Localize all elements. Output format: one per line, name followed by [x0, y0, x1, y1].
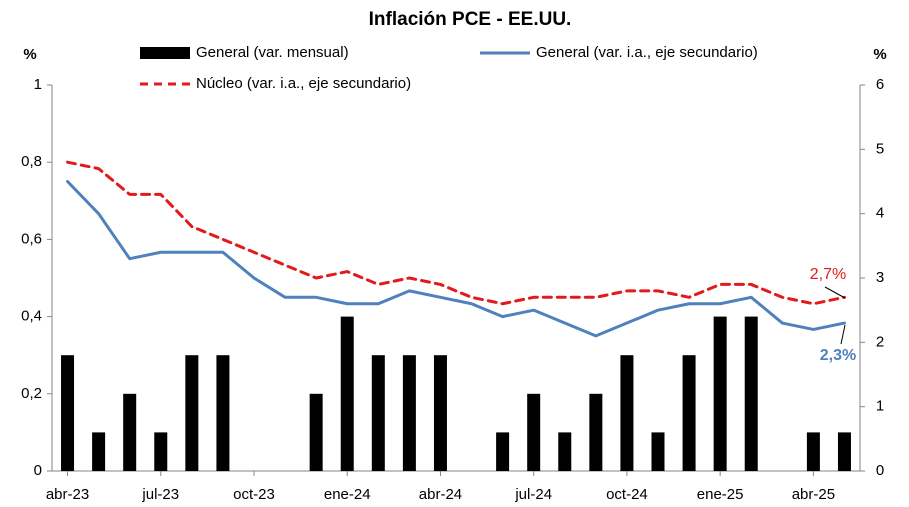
y2-tick-label: 0 — [876, 462, 884, 479]
legend-label: Núcleo (var. i.a., eje secundario) — [196, 75, 411, 92]
annotation: 2,7% — [810, 266, 846, 283]
bar — [216, 355, 230, 471]
y-tick-label: 0,4 — [21, 308, 42, 325]
x-tick-label: ene-24 — [324, 486, 371, 503]
bar — [496, 432, 510, 471]
bar — [589, 393, 603, 471]
x-tick-label: ene-25 — [697, 486, 744, 503]
y2-tick-label: 1 — [876, 398, 884, 415]
bar — [61, 355, 75, 471]
y2-tick-label: 4 — [876, 205, 884, 222]
x-tick-label: jul-23 — [141, 486, 179, 503]
bar — [744, 316, 758, 471]
bar — [309, 393, 323, 471]
y2-axis-label: % — [873, 46, 886, 63]
x-tick-label: abr-24 — [419, 486, 462, 503]
bar — [154, 432, 168, 471]
bar — [806, 432, 820, 471]
bar — [92, 432, 106, 471]
y2-tick-label: 2 — [876, 333, 884, 350]
bar — [185, 355, 199, 471]
line — [66, 180, 846, 338]
x-tick-label: abr-23 — [46, 486, 89, 503]
legend-label: General (var. mensual) — [196, 44, 349, 61]
y2-tick-label: 3 — [876, 269, 884, 286]
bar — [713, 316, 727, 471]
chart-title: Inflación PCE - EE.UU. — [369, 9, 572, 30]
bar — [371, 355, 385, 471]
bar — [682, 355, 696, 471]
bar — [651, 432, 665, 471]
bar — [527, 393, 541, 471]
annotation: 2,3% — [820, 347, 856, 364]
bar — [558, 432, 572, 471]
y-tick-label: 1 — [34, 76, 42, 93]
bar — [402, 355, 416, 471]
y-tick-label: 0,6 — [21, 230, 42, 247]
x-tick-label: oct-23 — [233, 486, 275, 503]
x-tick-label: abr-25 — [792, 486, 835, 503]
legend-label: General (var. i.a., eje secundario) — [536, 44, 758, 61]
y-axis-label: % — [23, 46, 36, 63]
y2-tick-label: 5 — [876, 140, 884, 157]
y-tick-label: 0 — [34, 462, 42, 479]
y-tick-label: 0,2 — [21, 385, 42, 402]
x-tick-label: oct-24 — [606, 486, 648, 503]
bar — [620, 355, 634, 471]
legend-swatch — [140, 47, 190, 59]
annotation-leader — [824, 286, 846, 299]
bar — [340, 316, 354, 471]
x-tick-label: jul-24 — [514, 486, 552, 503]
y-tick-label: 0,8 — [21, 153, 42, 170]
bar — [837, 432, 851, 471]
annotation-leader — [840, 324, 846, 345]
line — [66, 160, 846, 306]
bar — [433, 355, 447, 471]
bar — [123, 393, 137, 471]
y2-tick-label: 6 — [876, 76, 884, 93]
